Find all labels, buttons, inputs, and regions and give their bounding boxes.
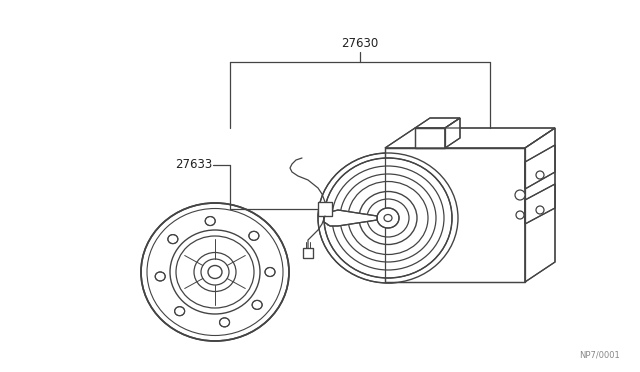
Polygon shape	[445, 118, 460, 148]
Ellipse shape	[249, 231, 259, 240]
Polygon shape	[385, 128, 555, 148]
Polygon shape	[415, 128, 445, 148]
Ellipse shape	[168, 235, 178, 244]
Polygon shape	[525, 128, 555, 282]
Text: 27633: 27633	[175, 158, 212, 171]
Ellipse shape	[141, 203, 289, 341]
Polygon shape	[303, 248, 313, 258]
Polygon shape	[525, 145, 555, 189]
Ellipse shape	[318, 153, 458, 283]
Ellipse shape	[515, 190, 525, 200]
Polygon shape	[415, 118, 460, 128]
Ellipse shape	[377, 208, 399, 228]
Ellipse shape	[156, 272, 165, 281]
Polygon shape	[525, 184, 555, 224]
Ellipse shape	[536, 171, 544, 179]
Polygon shape	[324, 210, 377, 226]
Ellipse shape	[175, 307, 185, 316]
Text: 27630: 27630	[341, 37, 379, 50]
Ellipse shape	[205, 217, 215, 225]
Ellipse shape	[252, 300, 262, 310]
Ellipse shape	[324, 158, 452, 278]
Ellipse shape	[220, 318, 230, 327]
Ellipse shape	[536, 206, 544, 214]
Polygon shape	[318, 202, 332, 216]
Text: NP7/0001: NP7/0001	[579, 351, 620, 360]
Ellipse shape	[265, 267, 275, 276]
Polygon shape	[385, 148, 525, 282]
Ellipse shape	[516, 211, 524, 219]
